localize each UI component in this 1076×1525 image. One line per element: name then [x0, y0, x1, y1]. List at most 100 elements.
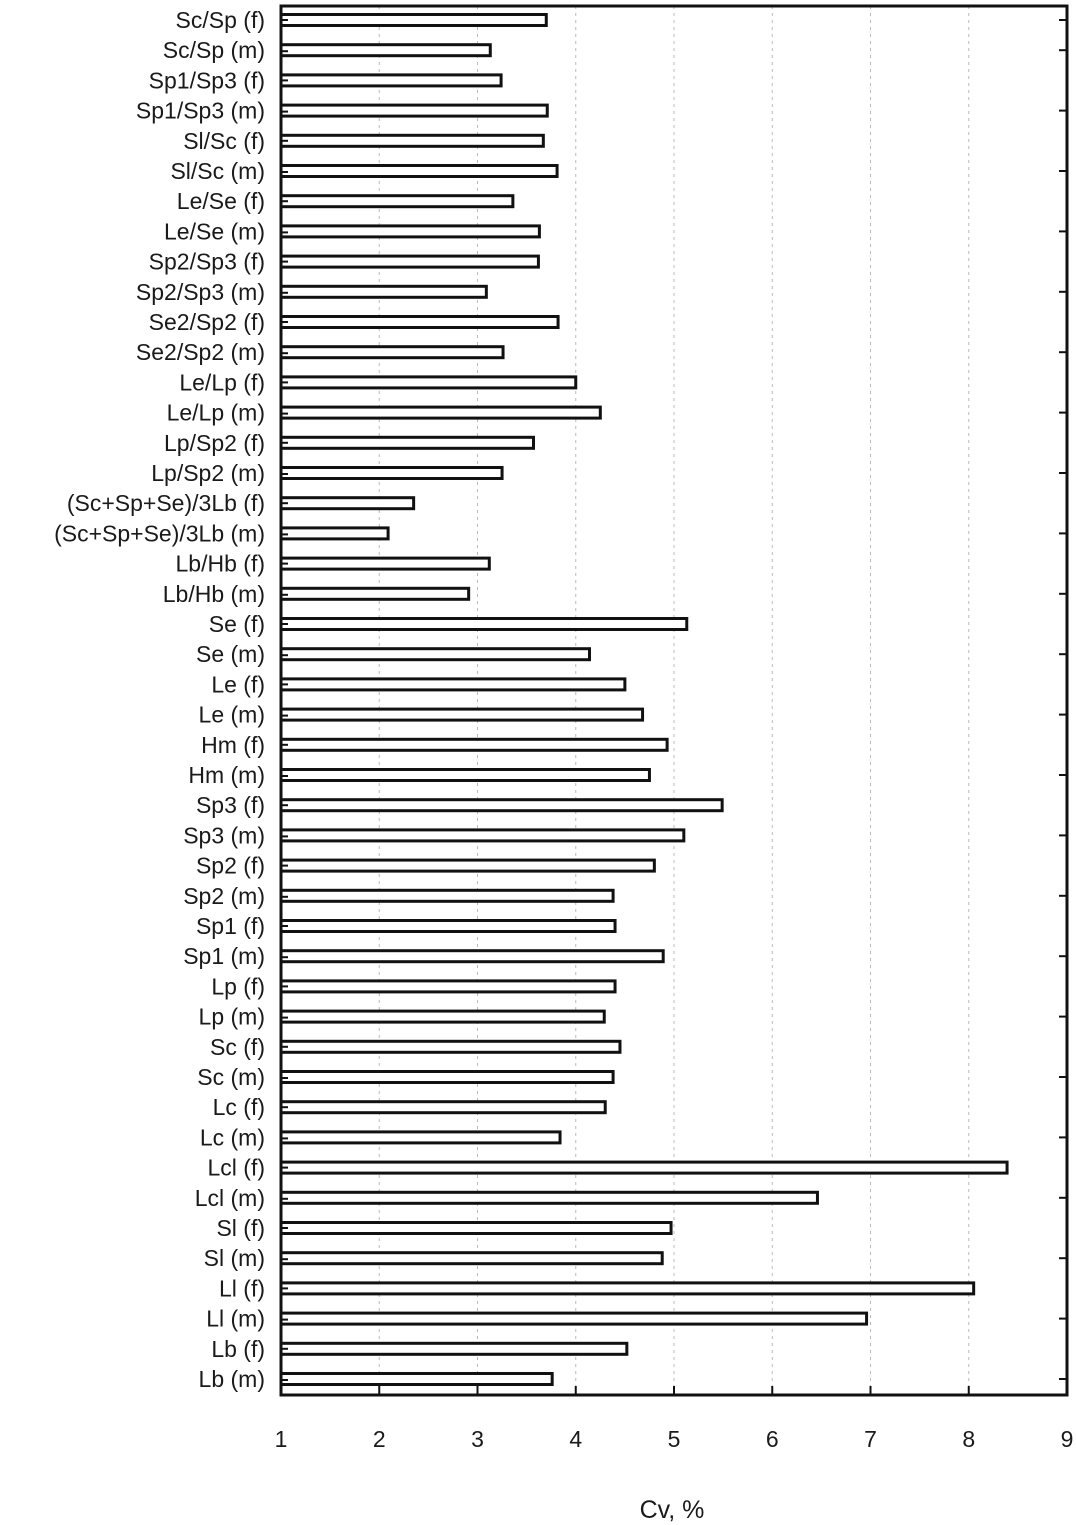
tick-marks [280, 19, 1068, 1395]
x-tick-label-1: 1 [275, 1426, 288, 1452]
bar-28 [279, 858, 656, 873]
category-label-10: Se2/Sp2 (f) [149, 309, 265, 335]
category-label-40: Sl (f) [216, 1215, 265, 1241]
bar-21 [279, 647, 592, 662]
bar-4 [279, 133, 545, 148]
bar-13 [279, 405, 602, 420]
category-label-18: Lb/Hb (f) [176, 551, 265, 577]
bar-19 [279, 586, 471, 601]
bar-43 [279, 1311, 869, 1326]
category-label-37: Lc (m) [200, 1124, 265, 1150]
bar-32 [279, 979, 617, 994]
bar-33 [279, 1009, 606, 1024]
bar-23 [279, 707, 645, 722]
category-label-32: Lp (f) [211, 973, 265, 999]
category-label-3: Sp1/Sp3 (m) [136, 98, 265, 124]
bar-7 [279, 224, 541, 239]
category-label-35: Sc (m) [197, 1064, 265, 1090]
category-label-1: Sc/Sp (m) [163, 37, 265, 63]
category-label-36: Lc (f) [213, 1094, 265, 1120]
category-label-12: Le/Lp (f) [179, 369, 265, 395]
bar-14 [279, 435, 536, 450]
x-tick-label-7: 7 [864, 1426, 877, 1452]
bar-2 [279, 73, 503, 88]
category-label-20: Se (f) [209, 611, 265, 637]
category-label-43: Ll (m) [206, 1306, 265, 1332]
category-label-42: Ll (f) [219, 1275, 265, 1301]
bar-12 [279, 375, 578, 390]
category-label-33: Lp (m) [199, 1004, 265, 1030]
category-label-25: Hm (m) [188, 762, 265, 788]
category-label-13: Le/Lp (m) [167, 400, 265, 426]
x-tick-label-4: 4 [569, 1426, 582, 1452]
category-label-27: Sp3 (m) [183, 822, 265, 848]
bar-29 [279, 888, 615, 903]
category-label-8: Sp2/Sp3 (f) [149, 249, 265, 275]
category-label-7: Le/Se (m) [164, 218, 265, 244]
bar-10 [279, 315, 560, 329]
bar-26 [279, 798, 724, 813]
bar-27 [279, 828, 686, 843]
category-label-21: Se (m) [196, 641, 265, 667]
category-label-16: (Sc+Sp+Se)/3Lb (f) [67, 490, 265, 516]
category-label-30: Sp1 (f) [196, 913, 265, 939]
category-label-17: (Sc+Sp+Se)/3Lb (m) [54, 520, 265, 546]
bar-31 [279, 949, 665, 964]
bar-24 [279, 737, 669, 752]
bar-0 [279, 13, 548, 27]
category-label-41: Sl (m) [204, 1245, 265, 1271]
bar-15 [279, 466, 504, 480]
bar-30 [279, 919, 617, 933]
category-label-34: Sc (f) [210, 1034, 265, 1060]
category-label-28: Sp2 (f) [196, 853, 265, 879]
category-label-31: Sp1 (m) [183, 943, 265, 969]
bar-6 [279, 194, 515, 209]
category-label-5: Sl/Sc (m) [170, 158, 265, 184]
bar-25 [279, 768, 651, 782]
bar-22 [279, 677, 627, 692]
x-tick-label-5: 5 [668, 1426, 681, 1452]
category-label-45: Lb (m) [199, 1366, 265, 1392]
category-label-24: Hm (f) [201, 732, 265, 758]
category-label-9: Sp2/Sp3 (m) [136, 279, 265, 305]
category-label-29: Sp2 (m) [183, 883, 265, 909]
category-label-6: Le/Se (f) [177, 188, 265, 214]
bar-20 [279, 617, 689, 631]
x-tick-label-6: 6 [766, 1426, 779, 1452]
category-label-39: Lcl (m) [195, 1185, 265, 1211]
category-label-23: Le (m) [199, 702, 265, 728]
x-tick-label-3: 3 [471, 1426, 484, 1452]
bar-3 [279, 103, 549, 118]
category-label-22: Le (f) [211, 671, 265, 697]
bar-42 [279, 1281, 976, 1296]
bar-41 [279, 1251, 664, 1266]
category-labels: Sc/Sp (f) Sc/Sp (m) Sp1/Sp3 (f) Sp1/Sp3 (m)… [54, 7, 265, 1392]
bar-1 [279, 43, 492, 58]
category-label-14: Lp/Sp2 (f) [164, 430, 265, 456]
bar-34 [279, 1039, 622, 1054]
category-label-4: Sl/Sc (f) [183, 128, 265, 154]
bars [279, 13, 1009, 1386]
bar-18 [279, 556, 491, 571]
x-tick-label-8: 8 [962, 1426, 975, 1452]
bar-37 [279, 1130, 562, 1145]
bar-5 [279, 164, 559, 178]
category-label-0: Sc/Sp (f) [176, 7, 265, 33]
bar-45 [279, 1372, 554, 1386]
category-label-19: Lb/Hb (m) [163, 581, 265, 607]
bar-8 [279, 254, 540, 269]
bar-38 [279, 1160, 1009, 1175]
x-tick-labels: 1 2 3 4 5 6 7 8 9 [275, 1426, 1074, 1452]
bar-39 [279, 1190, 819, 1205]
grid-lines [378, 6, 970, 1395]
bar-44 [279, 1341, 629, 1356]
bar-36 [279, 1100, 607, 1115]
category-label-38: Lcl (f) [208, 1155, 266, 1181]
category-label-26: Sp3 (f) [196, 792, 265, 818]
bar-40 [279, 1221, 673, 1235]
category-label-2: Sp1/Sp3 (f) [149, 67, 265, 93]
bar-35 [279, 1070, 615, 1084]
category-label-44: Lb (f) [211, 1336, 265, 1362]
